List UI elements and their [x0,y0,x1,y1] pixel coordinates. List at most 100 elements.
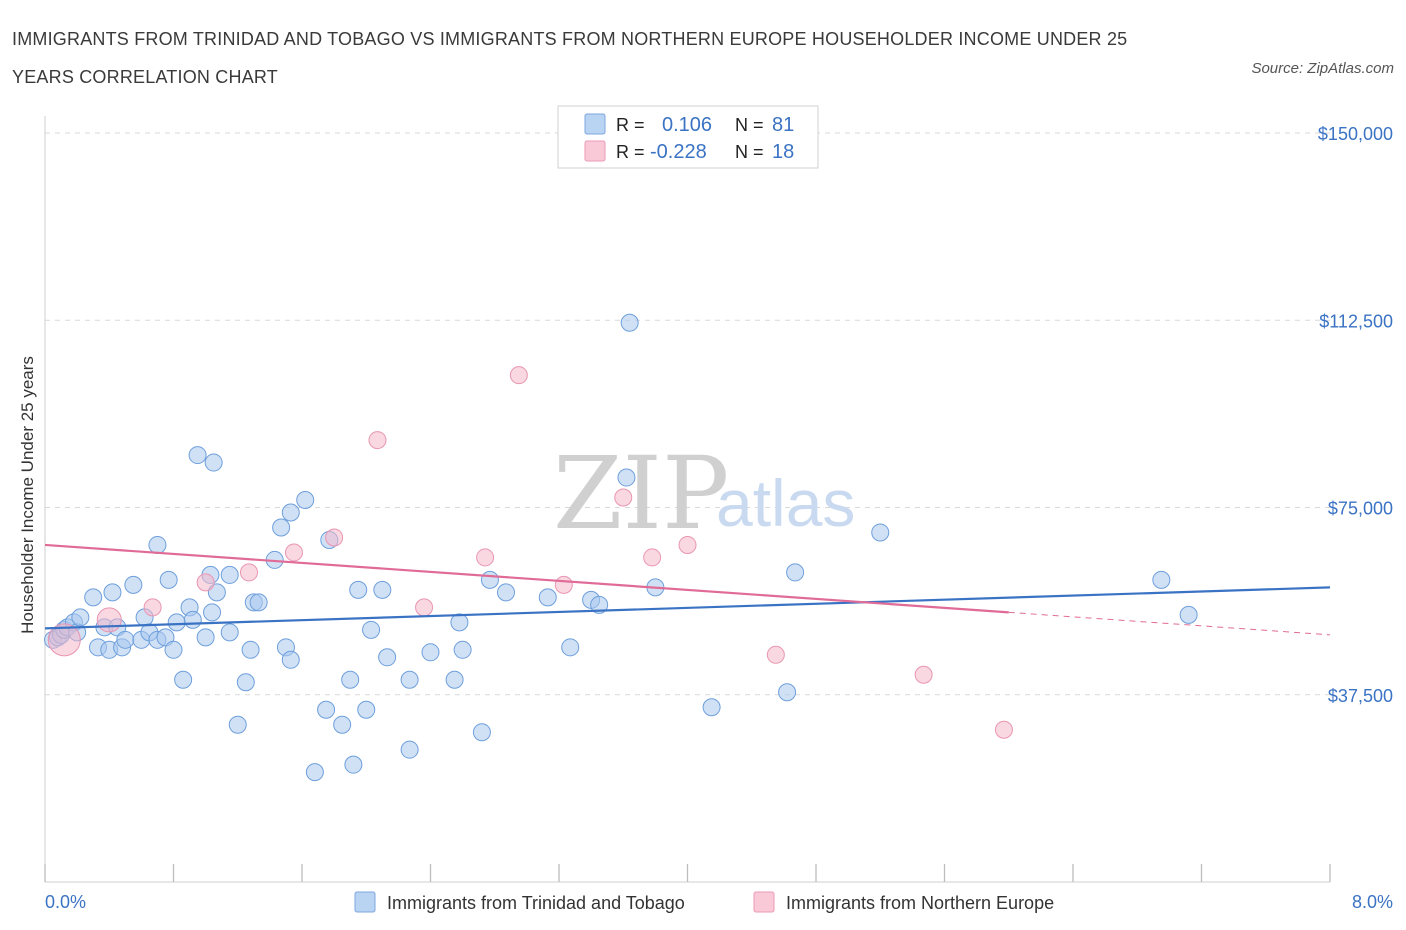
northern-europe-point-15 [766,645,785,664]
northern-europe-point-12 [614,488,633,507]
trinidad-point-58 [400,740,419,759]
northern-europe-point-9 [476,548,495,567]
trinidad-point-7 [71,608,90,627]
trinidad-point-76 [786,563,805,582]
stats-box: R = 0.106 N = 81 R = -0.228 N = 18 [557,105,819,169]
northern-europe-point-14 [678,535,697,554]
trinidad-point-29 [188,446,207,465]
watermark-zip: ZIP [553,435,729,552]
northern-europe-point-7 [368,431,387,450]
y-axis-label: Householder Income Under 25 years [18,356,37,634]
trinidad-point-25 [167,613,186,632]
trinidad-point-56 [362,620,381,639]
northern-europe-point-16 [914,665,933,684]
gridlines [45,132,1330,696]
stats-r-label-2: R = [616,142,645,162]
trinidad-point-30 [196,628,215,647]
northern-europe-point-10 [509,366,528,385]
stats-n-value-1: 81 [772,114,794,136]
trinidad-point-52 [341,670,360,689]
trinidad-point-15 [116,630,135,649]
trend-line-northern-europe [44,543,1009,614]
stats-swatch-pink [584,140,606,162]
trinidad-point-41 [249,593,268,612]
trinidad-point-39 [241,640,260,659]
northern-europe-point-6 [325,528,344,547]
y-tick-labels: $37,500 $75,000 $112,500 $150,000 [1318,124,1393,706]
legend-swatch-northern-europe [753,891,775,913]
trinidad-point-68 [561,638,580,657]
trinidad-point-53 [344,755,363,774]
trinidad-point-72 [620,313,639,332]
trinidad-point-23 [159,570,178,589]
watermark: ZIP atlas [553,435,855,552]
trinidad-point-12 [103,583,122,602]
legend: Immigrants from Trinidad and Tobago Immi… [354,891,1054,913]
trinidad-point-34 [207,583,226,602]
y-tick-label-0: $37,500 [1328,686,1393,706]
trinidad-point-28 [183,610,202,629]
trend-line-northern-europe-extrapolated [1008,611,1331,636]
stats-r-value-1: 0.106 [662,114,712,136]
trinidad-point-70 [590,595,609,614]
northern-europe-point-5 [284,543,303,562]
trinidad-point-63 [453,640,472,659]
x-tick-label-max: 8.0% [1352,892,1393,912]
stats-n-value-2: 18 [772,141,794,163]
trinidad-point-61 [445,670,464,689]
trinidad-point-80 [378,648,397,667]
trinidad-point-8 [84,588,103,607]
trinidad-point-35 [220,565,239,584]
source-credit: Source: ZipAtlas.com [1251,60,1394,77]
trinidad-point-46 [281,503,300,522]
trinidad-point-26 [174,670,193,689]
trinidad-point-45 [281,650,300,669]
legend-swatch-trinidad [354,891,376,913]
trinidad-point-32 [203,603,222,622]
trinidad-point-60 [421,643,440,662]
northern-europe-point-17 [994,720,1013,739]
trinidad-point-57 [373,580,392,599]
trinidad-point-66 [496,583,515,602]
trinidad-point-37 [228,715,247,734]
trinidad-point-65 [480,570,499,589]
trinidad-point-49 [317,700,336,719]
trend-line-trinidad [44,586,1331,630]
watermark-atlas: atlas [716,466,855,540]
trend-lines [44,543,1331,636]
trinidad-point-59 [400,670,419,689]
northern-europe-point-11 [554,575,573,594]
northern-europe-point-13 [643,548,662,567]
northern-europe-point-1 [96,607,122,633]
legend-label-trinidad: Immigrants from Trinidad and Tobago [387,893,685,913]
northern-europe-point-3 [196,573,215,592]
northern-europe-point-2 [143,598,162,617]
stats-n-label-2: N = [735,142,764,162]
trinidad-point-62 [450,613,469,632]
chart-title: IMMIGRANTS FROM TRINIDAD AND TOBAGO VS I… [12,29,1128,87]
trinidad-point-22 [148,535,167,554]
stats-r-value-2: -0.228 [650,141,707,163]
trinidad-point-38 [236,673,255,692]
legend-label-northern-europe: Immigrants from Northern Europe [786,893,1054,913]
trinidad-point-74 [702,698,721,717]
trinidad-point-24 [164,640,183,659]
trinidad-point-55 [357,700,376,719]
trinidad-point-75 [778,683,797,702]
axes [44,116,1331,883]
stats-n-label-1: N = [735,115,764,135]
trinidad-point-43 [272,518,291,537]
trinidad-point-33 [204,453,223,472]
trinidad-point-67 [538,588,557,607]
trinidad-point-54 [349,580,368,599]
trinidad-point-64 [472,723,491,742]
trinidad-point-36 [220,623,239,642]
stats-swatch-blue [584,113,606,135]
trinidad-point-77 [871,523,890,542]
trinidad-point-71 [617,468,636,487]
trinidad-point-48 [305,763,324,782]
trinidad-point-79 [1179,605,1198,624]
trinidad-point-47 [296,491,315,510]
trinidad-point-16 [124,575,143,594]
